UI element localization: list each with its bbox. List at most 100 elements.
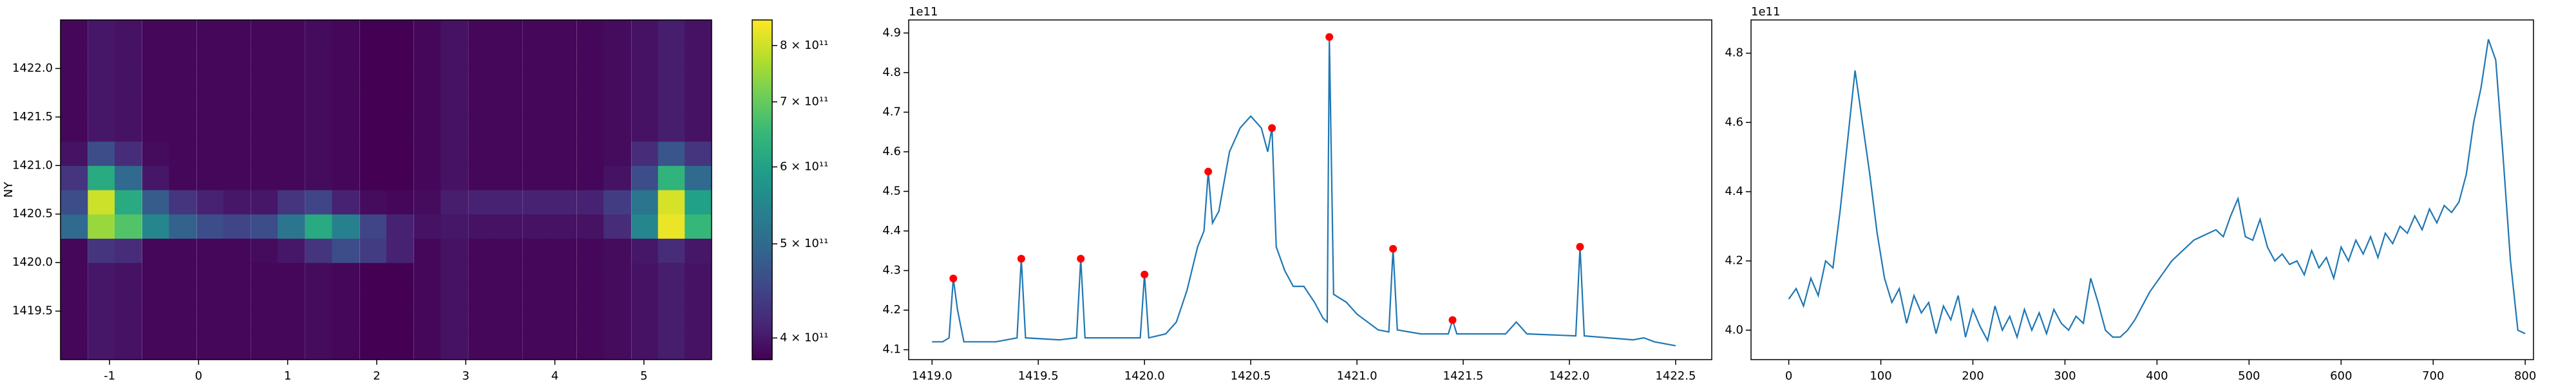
heatmap-cell [332,286,360,312]
heatmap-cell [196,165,225,190]
heatmap-cell [440,335,468,360]
heatmap-cell [251,311,279,336]
heatmap-cell [685,286,712,312]
heatmap-cell [305,238,333,263]
heatmap-cell [278,165,305,190]
heatmap-cell [332,165,360,190]
heatmap-cell [549,286,577,312]
heatmap-cell [169,238,197,263]
heatmap-cell [522,68,551,93]
heatmap-cell [468,262,496,288]
heatmap-cell [549,238,577,263]
heatmap-cell [576,93,605,118]
heatmap-cell [115,214,142,239]
heatmap-cell [332,311,360,336]
heatmap-cell [549,20,577,45]
line [932,37,1676,347]
colorbar-swatch [752,138,772,142]
x-tick-label: 1419.5 [1018,369,1059,383]
heatmap-cell [549,93,577,118]
x-tick-label: 5 [640,369,647,383]
heatmap-cell [169,262,197,288]
heatmap-cell [495,165,523,190]
colorbar-swatch [752,237,772,241]
colorbar-swatch [752,207,772,210]
peak-marker [1017,255,1025,263]
heatmap-cell [386,44,414,69]
colorbar-swatch [752,37,772,41]
heatmap-cell [169,286,197,312]
heatmap-cell [603,335,632,360]
heatmap-cell [278,93,305,118]
heatmap-cell [169,214,197,239]
heatmap-cell [332,116,360,142]
heatmap-cell [440,238,468,263]
colorbar-swatch [752,286,772,290]
heatmap-cell [61,262,88,288]
colorbar-swatch [752,303,772,306]
colorbar-swatch [752,249,772,253]
heatmap-cell [88,68,116,93]
x-tick-label: 500 [2238,369,2260,383]
heatmap-cell [61,116,88,142]
line [1788,39,2526,343]
heatmap-cell [332,44,360,69]
heatmap-cell [631,93,659,118]
heatmap-cell [631,141,659,166]
x-tick-label: 700 [2422,369,2444,383]
heatmap-cell [386,165,414,190]
heatmap-cell [468,286,496,312]
y-tick-label: 4.1 [882,343,901,356]
colorbar-swatch [752,300,772,304]
heatmap-cell [278,68,305,93]
heatmap-cell [495,190,523,215]
heatmap-cell [658,311,686,336]
colorbar-swatch [752,212,772,216]
heatmap-cell [468,93,496,118]
heatmap-cell [223,286,251,312]
heatmap-cell [468,311,496,336]
y-tick-label: 1420.0 [12,255,53,269]
heatmap-cell [603,116,632,142]
heatmap-cell [115,165,142,190]
colorbar-swatch [752,255,772,259]
heatmap-cell [522,335,551,360]
heatmap-cell [495,238,523,263]
colorbar-swatch [752,215,772,219]
y-tick-label: 4.7 [882,105,901,118]
colorbar-tick-label: 8 × 10¹¹ [780,39,828,52]
heatmap-cell [278,44,305,69]
colorbar-swatch [752,243,772,247]
colorbar-swatch [752,119,772,122]
heatmap-cell [522,20,551,45]
colorbar-swatch [752,68,772,71]
heatmap-cell [576,190,605,215]
heatmap-cell [223,20,251,45]
heatmap-cell [223,116,251,142]
heatmap-cell [223,214,251,239]
colorbar-swatch [752,334,772,338]
heatmap-cell [603,165,632,190]
heatmap-cell [223,93,251,118]
heatmap-cell [603,93,632,118]
colorbar-swatch [752,42,772,46]
heatmap-cell [658,165,686,190]
colorbar-swatch [752,297,772,301]
heatmap-cell [115,262,142,288]
x-tick-label: 0 [1785,369,1792,383]
heatmap-cell [468,141,496,166]
heatmap-cell [278,20,305,45]
heatmap-cell [386,311,414,336]
colorbar-swatch [752,322,772,326]
x-tick-label: 1421.0 [1337,369,1378,383]
heatmap-cell [88,93,116,118]
heatmap-cell [413,68,442,93]
heatmap-cell [88,311,116,336]
heatmap-cell [359,68,388,93]
x-tick-label: 1422.5 [1655,369,1696,383]
heatmap-cell [196,44,225,69]
colorbar-swatch [752,192,772,196]
heatmap-cell [631,44,659,69]
axes-frame [60,19,712,360]
heatmap-cell [658,286,686,312]
